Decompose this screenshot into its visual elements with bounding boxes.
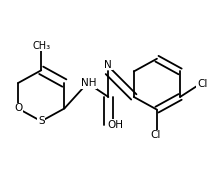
Text: N: N [104,60,112,70]
Text: OH: OH [107,120,123,130]
Text: S: S [38,116,44,126]
Text: Cl: Cl [197,79,207,89]
Text: Cl: Cl [150,130,160,140]
Text: O: O [14,103,22,113]
Text: CH₃: CH₃ [32,41,50,51]
Text: NH: NH [81,78,96,88]
